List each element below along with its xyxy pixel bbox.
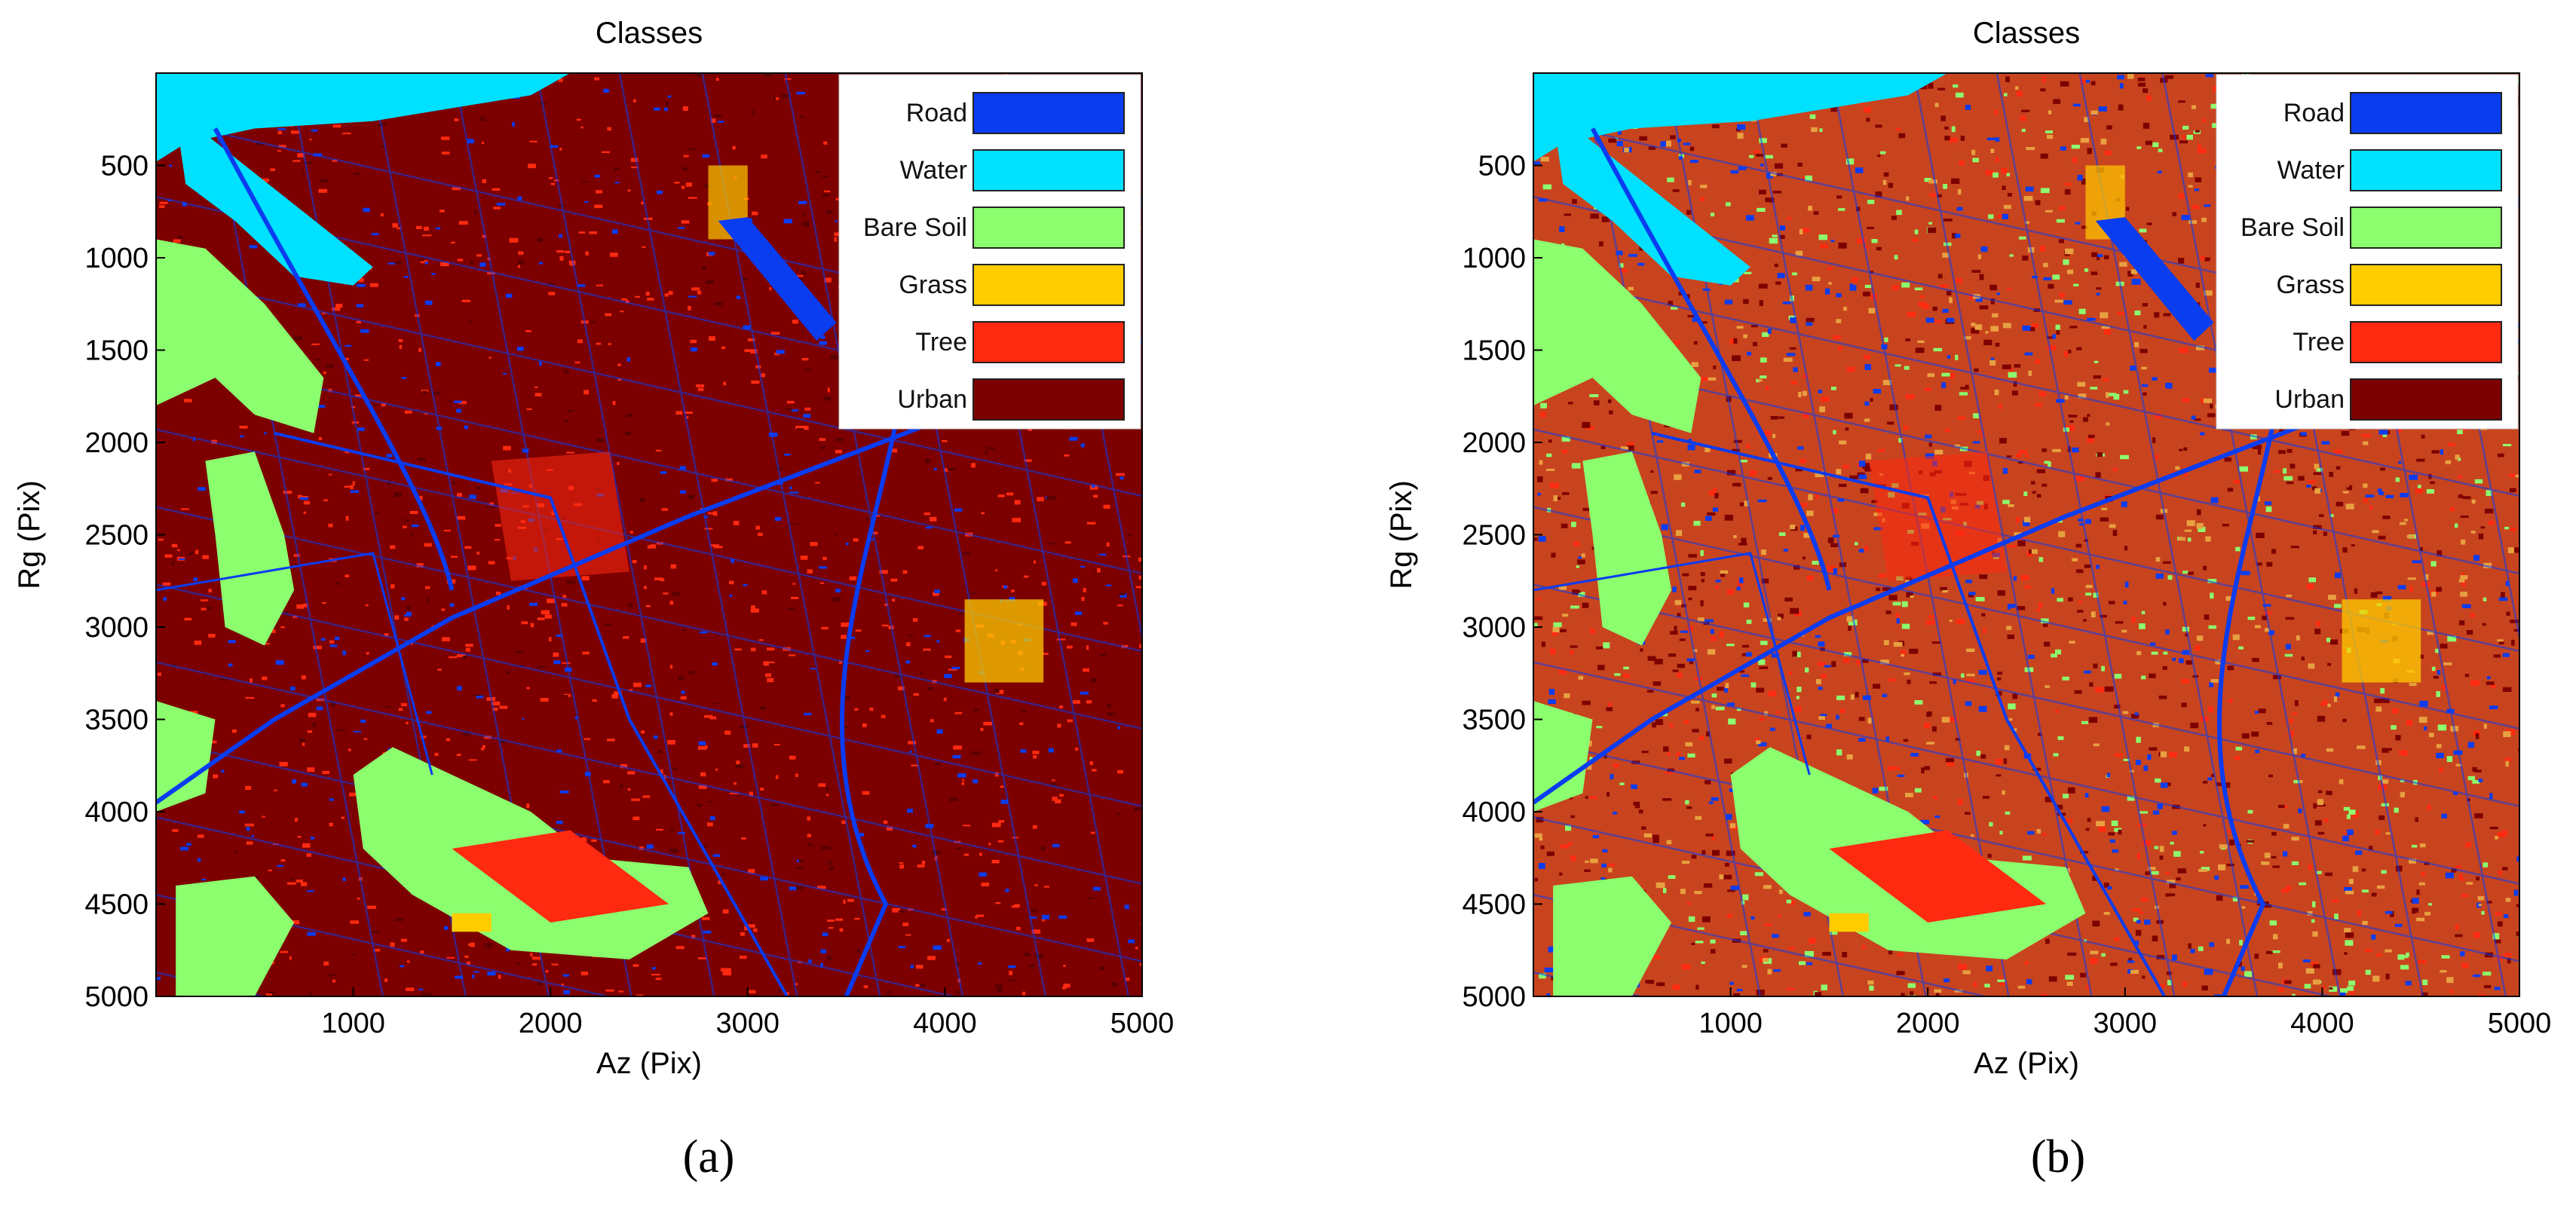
y-tick-label: 500 bbox=[101, 151, 149, 182]
x-tick-label: 3000 bbox=[716, 1008, 780, 1039]
panel-b: 1000 2000 3000 4000 5000 500 1000 1500 2000 2500 3… bbox=[1288, 0, 2576, 1224]
legend-swatch bbox=[2350, 378, 2502, 421]
x-tick-label: 4000 bbox=[913, 1008, 977, 1039]
y-tick-label: 2000 bbox=[84, 427, 149, 459]
legend-label: Bare Soil bbox=[863, 213, 967, 242]
y-tick-label: 2500 bbox=[1462, 520, 1526, 552]
x-tick-label: 2000 bbox=[1896, 1008, 1960, 1039]
chart-title: Classes bbox=[1973, 17, 2080, 50]
x-tick-label: 1000 bbox=[321, 1008, 385, 1039]
y-tick-label: 4000 bbox=[1462, 797, 1526, 828]
legend-label: Grass bbox=[899, 271, 967, 299]
legend-label: Tree bbox=[915, 328, 967, 356]
tree-regions bbox=[1829, 451, 2047, 923]
legend-swatch bbox=[973, 321, 1125, 363]
panel-a: 1000 2000 3000 4000 5000 500 1000 1500 2000 2500 3… bbox=[13, 17, 1174, 1080]
legend-swatch bbox=[973, 264, 1125, 306]
legend-swatch bbox=[973, 92, 1125, 134]
tree-regions bbox=[452, 451, 669, 923]
legend-swatch bbox=[2350, 321, 2502, 363]
legend: Road Water Bare Soil Grass Tree Urban bbox=[2216, 74, 2519, 430]
x-tick-label: 5000 bbox=[2488, 1008, 2552, 1039]
y-tick-label: 4000 bbox=[84, 797, 149, 828]
legend-label: Water bbox=[2277, 156, 2345, 185]
legend-label: Water bbox=[900, 156, 967, 185]
chart-title: Classes bbox=[596, 17, 703, 50]
x-axis-label: Az (Pix) bbox=[1974, 1047, 2079, 1080]
y-tick-label: 3000 bbox=[84, 612, 149, 644]
y-tick-label: 1500 bbox=[1462, 335, 1526, 367]
water-regions bbox=[156, 73, 837, 341]
legend-label: Bare Soil bbox=[2241, 213, 2345, 242]
classification-map-a: 1000 2000 3000 4000 5000 500 1000 1500 2000 2500 3… bbox=[13, 17, 1174, 1080]
legend-swatch bbox=[973, 149, 1125, 191]
legend-swatch bbox=[973, 378, 1125, 421]
legend-swatch bbox=[973, 207, 1125, 249]
classification-map-b: 1000 2000 3000 4000 5000 500 1000 1500 2000 2500 3… bbox=[1385, 17, 2551, 1080]
legend-label: Tree bbox=[2293, 328, 2345, 356]
x-tick-label: 3000 bbox=[2094, 1008, 2158, 1039]
legend-swatch bbox=[2350, 207, 2502, 249]
x-tick-label: 5000 bbox=[1110, 1008, 1175, 1039]
legend-swatch bbox=[2350, 92, 2502, 134]
y-tick-label: 3000 bbox=[1462, 612, 1526, 644]
x-axis-label: Az (Pix) bbox=[596, 1047, 702, 1080]
legend-label: Road bbox=[2283, 99, 2345, 127]
y-axis-label: Rg (Pix) bbox=[1385, 480, 1418, 589]
legend: Road Water Bare Soil Grass Tree Urban bbox=[838, 74, 1141, 430]
legend-label: Road bbox=[906, 99, 967, 127]
axis-ticks: 1000 2000 3000 4000 5000 500 1000 1500 2000 2500 3… bbox=[1462, 151, 2551, 1040]
y-tick-label: 1000 bbox=[84, 243, 149, 274]
panel-label-a: (a) bbox=[682, 1131, 735, 1183]
y-tick-label: 4500 bbox=[84, 889, 149, 921]
water-regions bbox=[1533, 73, 2214, 341]
x-tick-label: 1000 bbox=[1698, 1008, 1763, 1039]
class-map-texture bbox=[1533, 73, 2519, 996]
y-tick-label: 4500 bbox=[1462, 889, 1526, 921]
y-axis-label: Rg (Pix) bbox=[13, 480, 46, 589]
y-tick-label: 3500 bbox=[84, 705, 149, 736]
legend-swatch bbox=[2350, 149, 2502, 191]
axis-ticks: 1000 2000 3000 4000 5000 500 1000 1500 2000 2500 3… bbox=[84, 151, 1174, 1040]
y-tick-label: 3500 bbox=[1462, 705, 1526, 736]
legend-swatch bbox=[2350, 264, 2502, 306]
y-tick-label: 5000 bbox=[84, 981, 149, 1013]
grass-regions bbox=[1829, 165, 2421, 932]
y-tick-label: 5000 bbox=[1462, 981, 1526, 1013]
x-tick-label: 4000 bbox=[2290, 1008, 2354, 1039]
y-tick-label: 2500 bbox=[84, 520, 149, 552]
legend-label: Urban bbox=[897, 385, 967, 414]
legend-label: Grass bbox=[2276, 271, 2345, 299]
x-tick-label: 2000 bbox=[519, 1008, 583, 1039]
panel-label-b: (b) bbox=[2030, 1131, 2086, 1183]
legend-label: Urban bbox=[2274, 385, 2345, 414]
y-tick-label: 1500 bbox=[84, 335, 149, 367]
y-tick-label: 2000 bbox=[1462, 427, 1526, 459]
y-tick-label: 500 bbox=[1478, 151, 1526, 182]
y-tick-label: 1000 bbox=[1462, 243, 1526, 274]
